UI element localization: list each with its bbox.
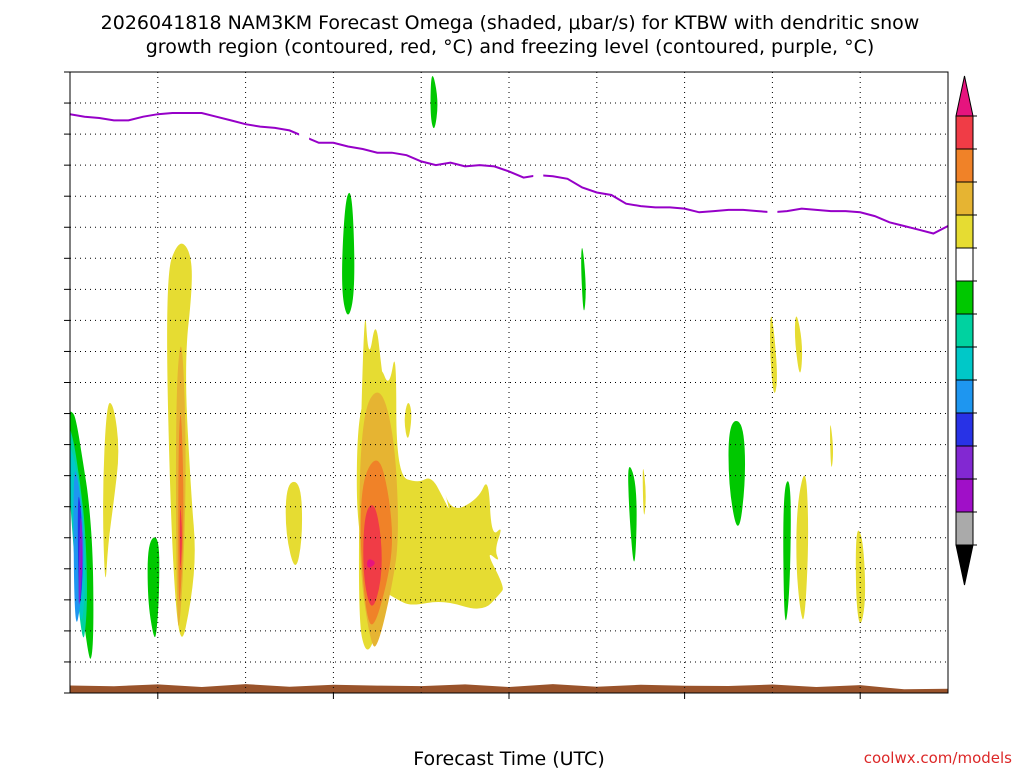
omega-region-25 — [628, 466, 637, 562]
omega-region-29 — [794, 316, 803, 373]
colorbar-segment-6 — [955, 313, 974, 348]
omega-region-30 — [783, 481, 791, 621]
colorbar-segment-12 — [955, 511, 974, 546]
omega-region-5 — [78, 517, 83, 605]
omega-region-28 — [770, 316, 777, 393]
colorbar-segment-2 — [955, 181, 974, 216]
omega-region-21 — [342, 192, 355, 315]
omega-region-27 — [728, 420, 746, 526]
freezing-level-line — [70, 112, 948, 235]
ground-surface — [70, 684, 948, 693]
omega-region-24 — [581, 247, 586, 311]
freezing-label-bg-0 — [299, 128, 310, 144]
chart-title-line1: 2026041818 NAM3KM Forecast Omega (shaded… — [101, 12, 920, 34]
omega-region-6 — [80, 542, 83, 581]
colorbar-segment-7 — [955, 346, 974, 381]
colorbar-segment-3 — [955, 214, 974, 249]
colorbar-bottom-arrow — [955, 544, 974, 586]
credit-text: coolwx.com/models — [864, 749, 1012, 767]
omega-region-15 — [363, 505, 382, 606]
colorbar-segment-0 — [955, 115, 974, 150]
omega-region-32 — [830, 425, 834, 467]
colorbar-top-arrow — [955, 75, 974, 117]
colorbar-segment-10 — [955, 445, 974, 480]
plot-area — [64, 71, 949, 699]
omega-region-26 — [642, 469, 646, 515]
freezing-label-bg-1 — [533, 167, 544, 183]
omega-region-19 — [147, 537, 160, 638]
omega-region-18 — [103, 402, 119, 578]
omega-region-33 — [855, 530, 866, 624]
omega-region-23 — [404, 402, 412, 438]
omega-region-9 — [178, 415, 184, 602]
freezing-label-bg-2 — [767, 204, 778, 220]
colorbar-segment-4 — [955, 247, 974, 282]
colorbar-segment-9 — [955, 412, 974, 447]
colorbar-segment-1 — [955, 148, 974, 183]
omega-region-20 — [285, 481, 303, 565]
omega-region-17 — [482, 514, 488, 567]
x-axis-label: Forecast Time (UTC) — [413, 748, 604, 768]
colorbar — [955, 75, 977, 586]
chart-title-line2: growth region (contoured, red, °C) and f… — [146, 36, 875, 58]
colorbar-segment-11 — [955, 478, 974, 513]
colorbar-segment-8 — [955, 379, 974, 414]
omega-region-16 — [367, 559, 375, 568]
omega-region-22 — [430, 76, 438, 129]
omega-region-31 — [796, 475, 809, 620]
colorbar-segment-5 — [955, 280, 974, 315]
plot-content — [70, 72, 948, 693]
